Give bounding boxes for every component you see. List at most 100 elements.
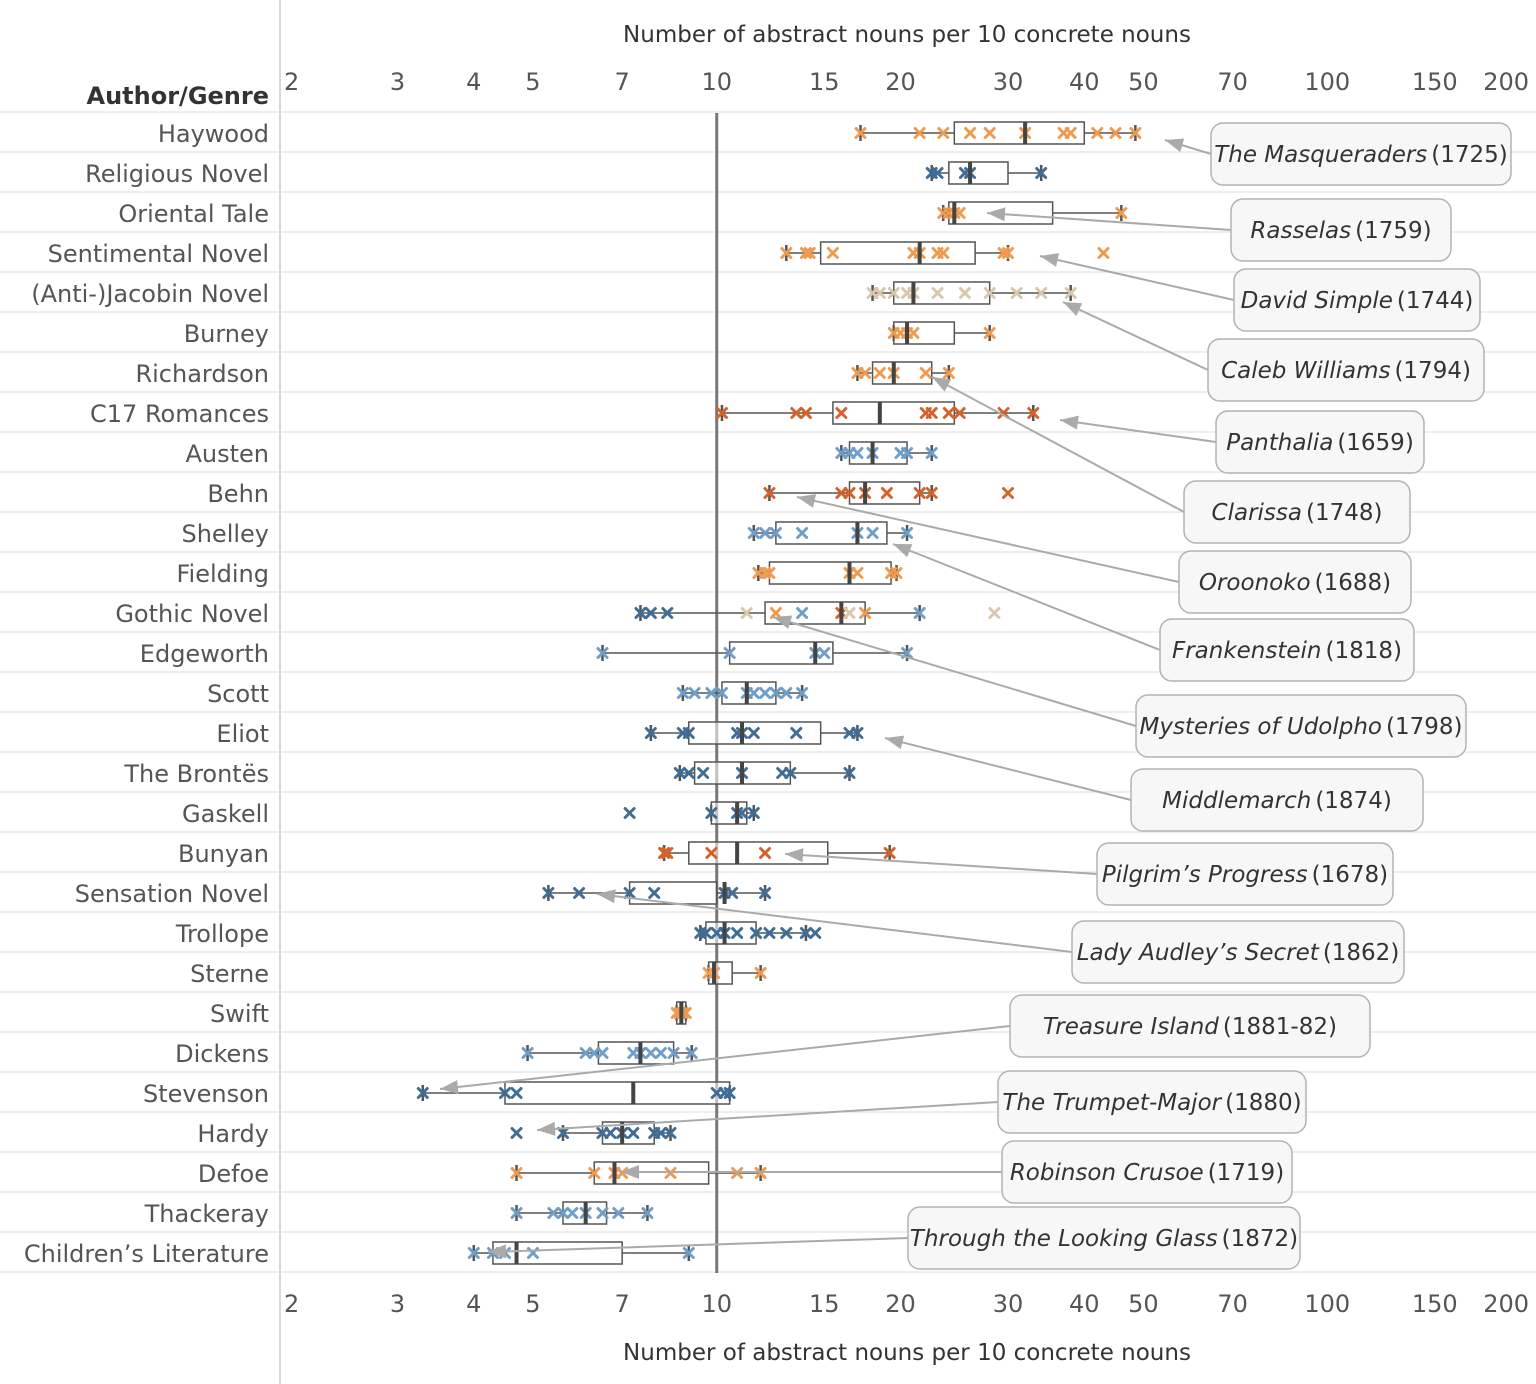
data-point [556, 1207, 569, 1219]
callout-arrowhead [797, 494, 817, 508]
data-point [654, 1047, 667, 1059]
data-point [1064, 287, 1077, 299]
cross-stroke [759, 527, 772, 539]
iqr-box [705, 921, 757, 945]
cross-stroke [747, 527, 760, 539]
callout: Oroonoko (1688) [796, 494, 1412, 614]
cross-stroke [644, 607, 657, 619]
x-tick-label-top: 5 [525, 68, 540, 96]
cross-stroke [843, 487, 856, 499]
cross-stroke [740, 607, 753, 619]
callout: Through the Looking Glass (1872) [487, 1206, 1301, 1270]
cross-stroke [925, 447, 938, 459]
callout-title: Frankenstein [1172, 638, 1322, 664]
data-point [958, 287, 971, 299]
callout: David Simple (1744) [1039, 253, 1481, 332]
data-point [467, 1247, 480, 1259]
data-point [1109, 127, 1122, 139]
cross-stroke [843, 767, 856, 779]
callout-box [1135, 694, 1467, 758]
category-label: Haywood [158, 120, 269, 148]
data-point [754, 967, 767, 979]
data-point [769, 527, 782, 539]
cross-stroke [682, 727, 695, 739]
callout-arrowhead [597, 889, 616, 904]
x-tick-label-top: 4 [466, 68, 481, 96]
data-point [510, 1087, 523, 1099]
cross-stroke [747, 727, 760, 739]
cross-stroke [1097, 247, 1110, 259]
cross-stroke [697, 767, 710, 779]
callout-label: Clarissa (1748) [1212, 500, 1383, 526]
cross-stroke [890, 567, 903, 579]
cross-stroke [784, 767, 797, 779]
data-point [983, 127, 996, 139]
data-point [818, 647, 831, 659]
data-point [740, 607, 753, 619]
callout-year: (1678) [1312, 862, 1388, 888]
callout: Treasure Island (1881-82) [439, 994, 1371, 1094]
x-tick-label-bottom: 20 [885, 1290, 916, 1318]
callout-year: (1862) [1323, 940, 1399, 966]
callout-connector [536, 1101, 999, 1131]
callout-arrowhead [537, 1121, 556, 1136]
callout-year: (1880) [1225, 1090, 1301, 1116]
callout-title: Robinson Crusoe [1010, 1160, 1204, 1186]
data-point [784, 767, 797, 779]
data-point [596, 1207, 609, 1219]
cross-stroke [510, 1167, 523, 1179]
cross-stroke [604, 1127, 617, 1139]
callout: Clarissa (1748) [931, 376, 1411, 544]
callout-title: Panthalia [1226, 430, 1333, 456]
callout-title: Rasselas [1250, 218, 1351, 244]
cross-stroke [556, 1207, 569, 1219]
category-label: Eliot [216, 720, 269, 748]
cross-stroke [654, 1047, 667, 1059]
data-point [835, 447, 848, 459]
x-tick-label-top: 20 [885, 68, 916, 96]
callout-label: David Simple (1744) [1241, 288, 1474, 314]
x-axis-title-top: Number of abstract nouns per 10 concrete… [623, 22, 1191, 48]
iqr-box [819, 241, 976, 265]
data-point [676, 687, 689, 699]
cross-stroke [835, 407, 848, 419]
data-point [776, 767, 789, 779]
data-point [747, 687, 760, 699]
data-point [796, 607, 809, 619]
data-point [699, 927, 712, 939]
callout-title: Treasure Island [1043, 1014, 1219, 1040]
data-point [796, 687, 809, 699]
callout-box [1183, 480, 1411, 544]
data-point [887, 287, 900, 299]
x-tick-label-top: 2 [284, 68, 299, 96]
callout-label: Mysteries of Udolpho (1798) [1139, 714, 1462, 740]
callout-title: Through the Looking Glass [910, 1226, 1218, 1252]
data-point [499, 1087, 512, 1099]
data-point [510, 1167, 523, 1179]
cross-stroke [809, 927, 822, 939]
callout-year: (1759) [1355, 218, 1431, 244]
x-tick-label-top: 70 [1217, 68, 1248, 96]
callout-arrowhead [773, 615, 793, 629]
cross-stroke [931, 167, 944, 179]
cross-stroke [854, 127, 867, 139]
x-tick-label-bottom: 5 [525, 1290, 540, 1318]
category-label: Sensation Novel [75, 880, 269, 908]
data-point [880, 487, 893, 499]
data-point [648, 887, 661, 899]
data-point [596, 647, 609, 659]
data-point [705, 807, 718, 819]
cross-stroke [648, 887, 661, 899]
cross-stroke [596, 1207, 609, 1219]
iqr-box [953, 121, 1086, 145]
callout: The Masqueraders (1725) [1164, 122, 1512, 186]
category-label: Sterne [190, 960, 269, 988]
data-point [596, 1047, 609, 1059]
cross-stroke [667, 1047, 680, 1059]
data-point [763, 567, 776, 579]
x-tick-label-top: 15 [809, 68, 840, 96]
cross-stroke [521, 1047, 534, 1059]
cross-stroke [799, 247, 812, 259]
cross-stroke [542, 887, 555, 899]
data-point [627, 1127, 640, 1139]
